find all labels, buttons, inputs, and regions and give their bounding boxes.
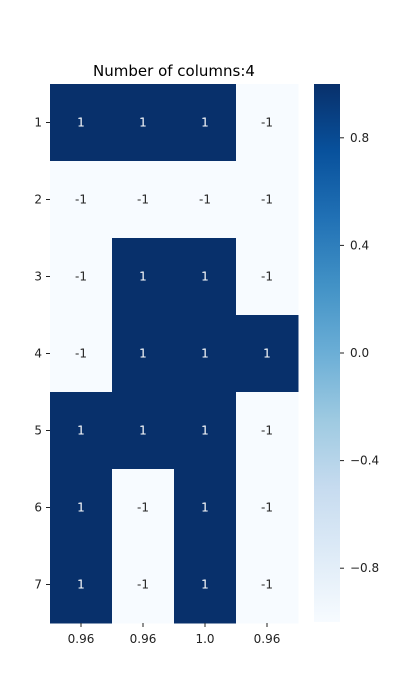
cell-label: 1: [77, 501, 85, 515]
x-tick-label: 0.96: [68, 632, 95, 646]
heatmap-cell: [174, 161, 237, 239]
y-tick-label: 6: [34, 501, 42, 515]
colorbar-tick-label: −0.4: [350, 454, 379, 468]
cell-label: -1: [261, 116, 273, 130]
heatmap-cell: [50, 161, 113, 239]
cell-label: 1: [263, 347, 271, 361]
cell-label: 1: [139, 347, 147, 361]
cell-label: -1: [261, 424, 273, 438]
colorbar-tick-label: 0.0: [350, 346, 369, 360]
cell-label: -1: [261, 270, 273, 284]
cell-label: 1: [77, 424, 85, 438]
colorbar-ticks: 0.8 0.4 0.0 −0.4 −0.8: [340, 131, 379, 575]
heatmap-cell: [112, 469, 175, 547]
heatmap-cell: [112, 546, 175, 624]
x-tick-label: 1.0: [195, 632, 214, 646]
cell-label: 1: [201, 578, 209, 592]
heatmap-cell: [174, 315, 237, 393]
heatmap-cell: [50, 392, 113, 470]
cell-label: 1: [139, 116, 147, 130]
y-tick-label: 4: [34, 347, 42, 361]
colorbar-tick-label: 0.8: [350, 131, 369, 145]
cell-label: -1: [261, 578, 273, 592]
heatmap-cell: [236, 546, 299, 624]
heatmap-cell: [236, 315, 299, 393]
colorbar: [314, 84, 340, 622]
y-tick-label: 1: [34, 116, 42, 130]
heatmap-cell: [174, 84, 237, 162]
cell-label: -1: [137, 193, 149, 207]
heatmap-cell-labels: 1 1 1 -1 -1 -1 -1 -1 -1 1 1 -1 -1 1 1 1 1 1 1 -1 1 -1 1 -1 1 -1 1 -…: [75, 116, 273, 592]
heatmap-cell: [236, 469, 299, 547]
cell-label: 1: [201, 347, 209, 361]
cell-label: -1: [137, 501, 149, 515]
x-tick-label: 0.96: [130, 632, 157, 646]
heatmap-cell: [174, 392, 237, 470]
heatmap-cell: [112, 315, 175, 393]
y-tick-label: 5: [34, 424, 42, 438]
cell-label: 1: [201, 270, 209, 284]
heatmap-cell: [112, 84, 175, 162]
colorbar-tick-label: 0.4: [350, 238, 369, 252]
heatmap-cell: [174, 546, 237, 624]
heatmap-cell: [50, 84, 113, 162]
heatmap-cell: [236, 84, 299, 162]
heatmap-cell: [236, 238, 299, 316]
y-axis: 1 2 3 4 5 6 7: [34, 116, 50, 592]
heatmap-cell: [112, 161, 175, 239]
colorbar-tick-label: −0.8: [350, 561, 379, 575]
cell-label: -1: [199, 193, 211, 207]
x-tick-label: 0.96: [254, 632, 281, 646]
cell-label: 1: [77, 116, 85, 130]
heatmap-cell: [236, 392, 299, 470]
x-axis: 0.96 0.96 1.0 0.96: [68, 623, 281, 646]
cell-label: -1: [75, 193, 87, 207]
cell-label: -1: [261, 501, 273, 515]
heatmap-cell: [112, 392, 175, 470]
heatmap-cell: [236, 161, 299, 239]
cell-label: 1: [139, 424, 147, 438]
heatmap-cell: [50, 238, 113, 316]
heatmap-cell: [50, 469, 113, 547]
y-tick-label: 2: [34, 193, 42, 207]
heatmap-cell: [50, 315, 113, 393]
cell-label: 1: [77, 578, 85, 592]
y-tick-label: 7: [34, 578, 42, 592]
cell-label: 1: [201, 116, 209, 130]
y-tick-label: 3: [34, 270, 42, 284]
cell-label: 1: [201, 501, 209, 515]
heatmap-cell: [112, 238, 175, 316]
heatmap-cell: [50, 546, 113, 624]
chart-title: Number of columns:4: [93, 62, 255, 80]
cell-label: -1: [75, 270, 87, 284]
cell-label: 1: [139, 270, 147, 284]
heatmap-cell: [174, 238, 237, 316]
heatmap-cell: [174, 469, 237, 547]
cell-label: -1: [75, 347, 87, 361]
cell-label: 1: [201, 424, 209, 438]
heatmap-cells: [50, 84, 299, 624]
cell-label: -1: [261, 193, 273, 207]
cell-label: -1: [137, 578, 149, 592]
